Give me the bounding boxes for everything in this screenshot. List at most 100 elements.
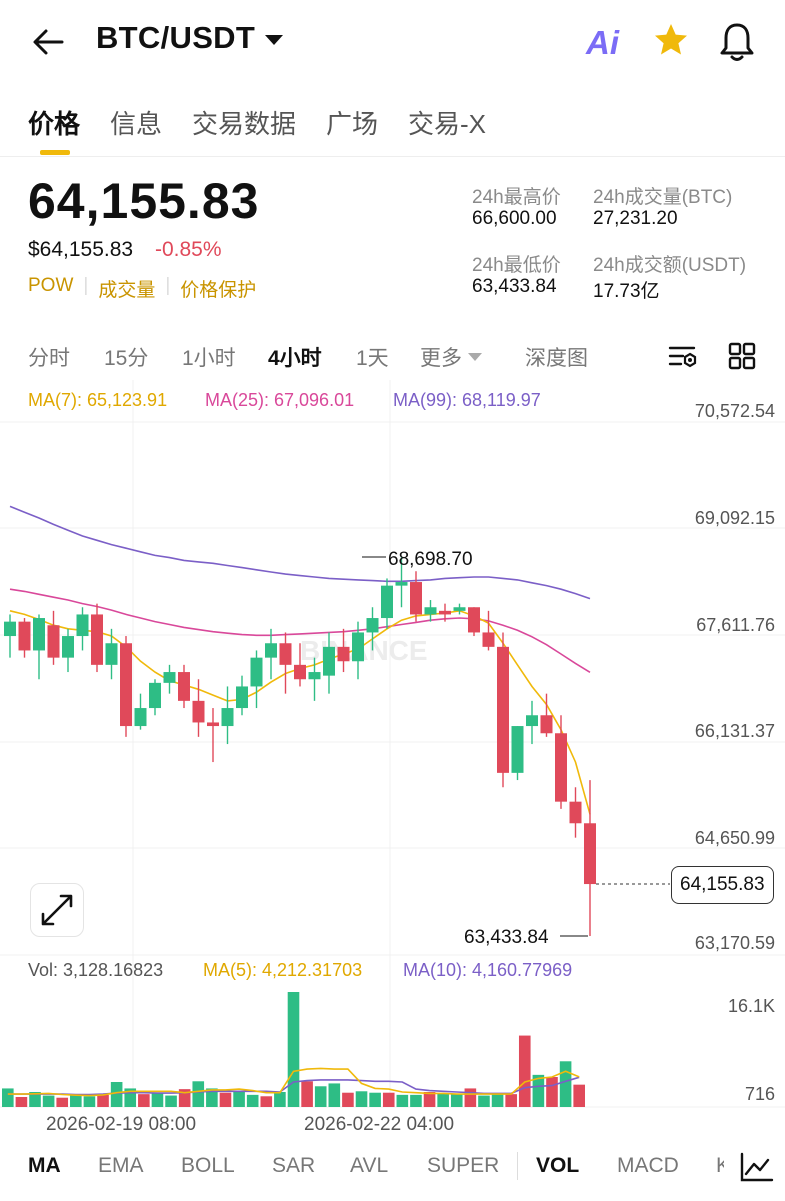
candle-body — [555, 733, 567, 802]
candle-body — [207, 722, 219, 727]
ai-icon[interactable]: Ai — [586, 24, 619, 61]
ma25-line — [9, 588, 591, 673]
candle-body — [105, 643, 118, 665]
candle-body — [497, 646, 509, 773]
interval-1h[interactable]: 1小时 — [182, 347, 236, 370]
vol-ma5-legend: MA(5): 4,212.31703 — [203, 960, 363, 980]
volume-bar — [491, 1093, 504, 1107]
indicator-super[interactable]: SUPER — [427, 1154, 500, 1177]
ma99-legend: MA(99): 68,119.97 — [393, 390, 541, 410]
volume-bar — [478, 1095, 490, 1107]
indicator-ma[interactable]: MA — [28, 1154, 61, 1177]
interval-1d[interactable]: 1天 — [356, 347, 389, 370]
indicator-boll[interactable]: BOLL — [181, 1154, 235, 1177]
star-icon[interactable] — [651, 20, 691, 60]
volume-bar — [546, 1077, 558, 1107]
indicator-kdj[interactable]: K — [716, 1154, 724, 1177]
kline-chart[interactable]: BINANCE 68,698.70 63,433.84 — [0, 380, 785, 1140]
y-tick: 67,611.76 — [696, 615, 775, 635]
bell-icon[interactable] — [717, 20, 757, 64]
volume-btc-label: 24h成交量(BTC) — [593, 187, 733, 208]
tag-price-protection[interactable]: 价格保护 — [180, 280, 257, 301]
indicator-macd[interactable]: MACD — [617, 1154, 679, 1177]
chart-settings-icon[interactable] — [667, 340, 699, 372]
volume-bar — [274, 1092, 286, 1107]
candle-body — [4, 621, 16, 637]
volume-bar — [573, 1084, 585, 1107]
candle-body — [569, 801, 582, 824]
candle-body — [120, 643, 132, 727]
volume-bar — [15, 1097, 28, 1107]
candle-body — [91, 614, 103, 665]
candle-body — [308, 672, 321, 680]
tag-separator: | — [83, 275, 89, 296]
vol-y-tick: 16.1K — [727, 996, 775, 1016]
indicator-avl[interactable]: AVL — [350, 1154, 389, 1177]
tag-volume[interactable]: 成交量 — [98, 280, 156, 301]
y-tick: 69,092.15 — [694, 508, 775, 528]
high-value: 66,600.00 — [472, 208, 557, 229]
interval-depth[interactable]: 深度图 — [525, 347, 588, 370]
back-arrow-icon[interactable] — [28, 22, 68, 62]
low-value: 63,433.84 — [472, 276, 557, 297]
vol-y-tick: 716 — [744, 1084, 775, 1104]
tab-trade-x[interactable]: 交易-X — [408, 109, 487, 139]
volume-bar — [206, 1088, 218, 1107]
volume-bar — [382, 1092, 395, 1107]
indicator-vol[interactable]: VOL — [536, 1154, 580, 1177]
pair-title: BTC/USDT — [96, 20, 256, 55]
indicator-sar[interactable]: SAR — [272, 1154, 316, 1177]
change-percent: -0.85% — [155, 238, 222, 261]
last-price: 64,155.83 — [28, 173, 260, 229]
current-price-tag[interactable]: 64,155.83 — [671, 866, 774, 904]
candle-body — [395, 582, 408, 586]
candle-body — [381, 585, 393, 619]
candle-body — [149, 682, 161, 709]
volume-bar — [165, 1095, 177, 1107]
indicator-settings-button[interactable] — [730, 1140, 785, 1196]
tag-pow[interactable]: POW — [28, 275, 74, 296]
volume-bar — [532, 1074, 545, 1107]
interval-15m[interactable]: 15分 — [104, 347, 149, 370]
candle-body — [18, 621, 31, 651]
vol-ma10-legend: MA(10): 4,160.77969 — [403, 960, 573, 980]
volume-bar — [396, 1094, 409, 1107]
indicator-ema[interactable]: EMA — [98, 1154, 144, 1177]
pair-selector[interactable]: BTC/USDT — [96, 20, 284, 56]
candle-body — [366, 618, 379, 633]
tab-square[interactable]: 广场 — [326, 109, 379, 139]
volume-bar — [151, 1093, 164, 1107]
tab-price[interactable]: 价格 — [28, 109, 81, 139]
volume-btc-value: 27,231.20 — [593, 208, 678, 229]
volume-usdt-value: 17.73亿 — [593, 281, 660, 302]
grid-layout-icon[interactable] — [726, 340, 758, 372]
candle-body — [337, 646, 350, 662]
high-marker-label: 68,698.70 — [388, 549, 473, 570]
candle-body — [163, 672, 176, 683]
volume-bar — [70, 1094, 82, 1107]
interval-time-share[interactable]: 分时 — [28, 347, 70, 370]
candle-body — [221, 708, 234, 727]
interval-more[interactable]: 更多 — [420, 342, 482, 372]
candle-body — [294, 664, 306, 680]
volume-bar — [464, 1088, 477, 1107]
fullscreen-button[interactable] — [30, 883, 84, 937]
volume-bar — [192, 1081, 205, 1107]
volume-bar — [559, 1061, 572, 1107]
interval-4h[interactable]: 4小时 — [268, 347, 322, 370]
caret-down-icon — [468, 353, 482, 361]
volume-bar — [260, 1096, 273, 1107]
candle-body — [526, 715, 538, 727]
usd-price: $64,155.83 — [28, 238, 134, 261]
vol-legend: Vol: 3,128.16823 — [28, 960, 164, 980]
volume-bar — [83, 1096, 96, 1107]
volume-bar — [518, 1035, 531, 1107]
tab-info[interactable]: 信息 — [110, 109, 163, 139]
tab-trading-data[interactable]: 交易数据 — [192, 109, 297, 139]
x-tick: 2026-02-19 08:00 — [46, 1114, 197, 1135]
y-tick: 63,170.59 — [694, 933, 775, 953]
candle-body — [424, 607, 437, 615]
candle-body — [439, 610, 451, 615]
volume-bar — [2, 1088, 14, 1107]
high-label: 24h最高价 — [472, 187, 561, 208]
